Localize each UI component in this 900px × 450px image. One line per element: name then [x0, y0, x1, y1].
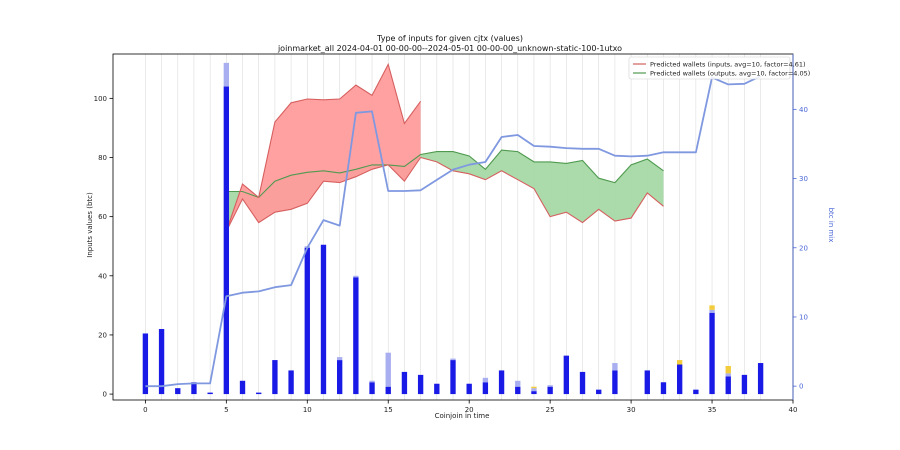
- bar-main-9: [288, 370, 294, 395]
- bar-main-6: [239, 380, 246, 395]
- bar-main-1: [158, 329, 165, 395]
- inputs-band-tail-line: [420, 156, 664, 224]
- btc-in-mix-line: [145, 75, 761, 388]
- outputs-band-fill: [226, 150, 664, 232]
- y-tick-label-60: 60: [98, 213, 107, 221]
- bar-main-25: [547, 386, 553, 395]
- bar-main-7: [256, 392, 262, 395]
- outputs-band-upper-line: [226, 149, 664, 199]
- x-tick-label-30: 30: [627, 406, 636, 414]
- bar-main-26: [563, 355, 570, 395]
- bar-main-16: [401, 371, 408, 395]
- bar-main-15: [385, 386, 391, 395]
- bar-yellow-36: [725, 365, 731, 374]
- bar-main-38: [757, 363, 764, 395]
- bar-main-11: [320, 244, 327, 395]
- bar-main-5: [223, 86, 230, 395]
- y-axis-label: Inputs values (btc): [86, 192, 94, 258]
- bar-main-8: [272, 360, 278, 395]
- predicted-wallet-bands: [225, 62, 664, 232]
- x-tick-label-5: 5: [224, 406, 228, 414]
- bar-yellow-24: [531, 386, 537, 389]
- legend-box: [628, 56, 791, 80]
- bar-main-19: [450, 360, 456, 395]
- bar-light-35: [709, 309, 715, 313]
- bar-main-29: [612, 370, 618, 395]
- inputs-band-upper-line: [225, 62, 422, 232]
- y2-tick-label-30: 30: [799, 175, 808, 183]
- x-tick-label-40: 40: [789, 406, 798, 414]
- bar-light-29: [612, 363, 618, 371]
- bar-yellow-35: [709, 305, 715, 310]
- bar-main-20: [466, 383, 472, 395]
- bar-light-13: [353, 275, 359, 278]
- bar-light-14: [369, 380, 375, 383]
- bar-main-27: [579, 371, 586, 395]
- bar-light-19: [450, 358, 456, 361]
- legend: Predicted wallets (inputs, avg=10, facto…: [628, 56, 810, 80]
- bar-light-36: [725, 373, 731, 377]
- btc-in-mix-path: [145, 75, 761, 388]
- bar-light-24: [531, 388, 537, 392]
- y-tick-label-80: 80: [98, 154, 107, 162]
- bar-main-21: [482, 382, 489, 395]
- legend-label-1: Predicted wallets (outputs, avg=10, fact…: [650, 69, 810, 77]
- bar-main-35: [709, 312, 715, 395]
- bar-main-18: [434, 383, 440, 395]
- bar-light-21: [482, 377, 489, 383]
- x-tick-label-15: 15: [384, 406, 393, 414]
- bar-light-5: [223, 62, 230, 87]
- y-tick-label-0: 0: [103, 391, 107, 399]
- y-tick-label-20: 20: [98, 331, 107, 339]
- y2-tick-label-10: 10: [799, 313, 808, 321]
- bar-main-24: [531, 391, 537, 395]
- bar-main-14: [369, 382, 375, 395]
- y2-tick-label-20: 20: [799, 244, 808, 252]
- y-tick-label-40: 40: [98, 272, 107, 280]
- bar-main-4: [207, 392, 213, 395]
- bar-main-22: [498, 370, 505, 395]
- bar-light-15: [385, 352, 391, 387]
- grid-lines: [145, 54, 761, 400]
- bar-light-12: [336, 357, 343, 361]
- bar-main-17: [417, 374, 424, 395]
- bar-main-32: [660, 382, 667, 395]
- bar-main-33: [676, 364, 683, 395]
- x-axis-label: Coinjoin in time: [435, 412, 490, 420]
- bar-main-2: [175, 388, 181, 395]
- inputs-band-fill: [226, 64, 421, 232]
- bar-main-0: [142, 333, 149, 395]
- x-tick-label-0: 0: [143, 406, 147, 414]
- bar-main-12: [336, 360, 343, 395]
- x-tick-label-25: 25: [546, 406, 555, 414]
- bar-main-28: [596, 389, 602, 395]
- bar-main-36: [725, 376, 731, 395]
- bar-light-23: [515, 380, 521, 387]
- x-tick-label-35: 35: [708, 406, 717, 414]
- inputs-band-lower-line: [225, 157, 422, 232]
- y2-axis-label: btc in mix: [827, 208, 835, 243]
- y2-tick-label-0: 0: [799, 383, 803, 391]
- axes: 0 5 10 15 20 25 30 35 40 0 20 40 60 80 100 0 10 20 30 40: [94, 53, 808, 414]
- bar-main-23: [515, 386, 521, 395]
- x-tick-label-20: 20: [465, 406, 474, 414]
- legend-label-0: Predicted wallets (inputs, avg=10, facto…: [650, 60, 806, 68]
- y-tick-label-100: 100: [94, 95, 107, 103]
- bar-yellow-33: [676, 360, 683, 365]
- bar-main-34: [693, 389, 699, 395]
- chart-title: Type of inputs for given cjtx (values): [376, 34, 523, 43]
- chart-subtitle: joinmarket_all 2024-04-01 00-00-00--2024…: [277, 44, 622, 53]
- y2-tick-label-40: 40: [799, 106, 808, 114]
- bar-main-13: [353, 277, 359, 395]
- bar-main-31: [644, 370, 650, 395]
- bar-main-37: [741, 374, 748, 395]
- input-bars: [142, 62, 764, 395]
- bar-main-3: [191, 382, 197, 395]
- bar-light-25: [547, 385, 553, 387]
- x-tick-label-10: 10: [303, 406, 312, 414]
- bar-main-10: [304, 247, 310, 395]
